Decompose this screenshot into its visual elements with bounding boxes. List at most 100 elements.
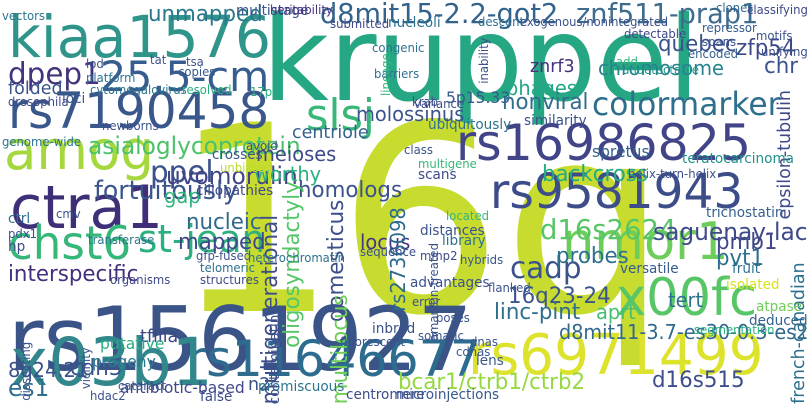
cloud-word: 8q24.21 (8, 358, 89, 382)
cloud-word: poses (436, 311, 470, 325)
cloud-word: organisms (110, 273, 171, 287)
cloud-word: hdac2 (90, 389, 126, 403)
cloud-word: congenic (372, 41, 425, 55)
cloud-word: sequence (360, 245, 417, 259)
cloud-word: clones (716, 1, 754, 15)
cloud-word: multistage (236, 3, 309, 19)
cloud-word: spans (702, 35, 737, 49)
cloud-word: cataract (118, 379, 167, 393)
cloud-word: telomeric (200, 261, 256, 275)
cloud-word: genome-wide (2, 135, 82, 149)
cloud-word: x00fc (616, 268, 757, 328)
cloud-word: kruppel (262, 0, 700, 128)
cloud-word: transferase (88, 233, 155, 247)
cloud-word: somatic (418, 329, 464, 343)
cloud-word: submitted (330, 17, 390, 31)
cloud-word: nmor1 (562, 212, 729, 272)
cloud-word: amog (4, 119, 154, 182)
cloud-word: dnas (470, 335, 498, 349)
cloud-word: asialoglycoprotein (88, 132, 301, 160)
cloud-word: n2 (248, 374, 271, 395)
cloud-word: heritability (270, 3, 333, 17)
cloud-word: repressor (702, 21, 757, 35)
cloud-word: ubiquitously (428, 117, 512, 133)
cloud-word: lens (476, 353, 504, 369)
cloud-word: dpep1 (8, 57, 101, 92)
cloud-word: barriers (374, 67, 420, 81)
cloud-word: fortuitously (94, 176, 238, 206)
cloud-word: unmapped (148, 2, 263, 27)
cloud-word: classifying (747, 3, 808, 17)
cloud-word: tat (150, 53, 167, 67)
cloud-word: copies (178, 65, 216, 79)
cloud-word: 25.5-cm (100, 52, 270, 101)
cloud-word: 5p15.33 (446, 88, 511, 107)
cloud-word: ctrl (8, 211, 31, 227)
cloud-word: d8mit15-2.2-got2 (320, 0, 559, 30)
cloud-word: mmp2 (420, 249, 458, 263)
cloud-word: uvomorulin (166, 162, 298, 190)
cloud-word: folded (8, 78, 63, 99)
cloud-word: mapped (178, 230, 266, 255)
cloud-word: fluorescent (340, 335, 406, 349)
cloud-word: d16s2624 (540, 213, 677, 246)
cloud-word: descent (478, 15, 525, 29)
cloud-word: pmb1 (716, 230, 778, 255)
cloud-word: pdx1 (8, 227, 38, 241)
cloud-word: rs9581943 (490, 164, 744, 220)
cloud-word: error (412, 295, 441, 309)
cloud-word: backcross (542, 162, 649, 187)
cloud-word: interspecific (8, 262, 139, 287)
cloud-word: krab (412, 95, 439, 109)
cloud-word: scans (418, 167, 457, 183)
cloud-word: ctra1 (10, 173, 164, 243)
cloud-word: probes (556, 244, 629, 269)
cloud-word: atpase (756, 299, 803, 315)
cloud-word: d8mit11-3.7-es30-0.3-es2 (558, 320, 808, 344)
cloud-word: vicinity (79, 347, 93, 390)
cloud-word: centriole (292, 122, 369, 143)
cloud-word: cmv (56, 207, 81, 221)
cloud-word: pvt1 (716, 246, 765, 271)
cloud-word: helix-turn-helix (628, 167, 717, 181)
cloud-word: rs2736098 (386, 207, 410, 312)
cloud-word: motifs (756, 29, 793, 43)
cloud-word: gfp-fused (196, 249, 252, 263)
cloud-word: structures (200, 273, 259, 287)
cloud-word: unbiased (220, 161, 274, 175)
cloud-word: teratocarcinoma (682, 151, 795, 167)
cloud-word: located (446, 209, 490, 223)
cloud-word: ciliopathies (196, 183, 274, 199)
cloud-word: unifying (761, 45, 808, 59)
cloud-word: hp (8, 239, 26, 255)
cloud-word: trichostatin (706, 205, 784, 221)
cloud-word: centromere (346, 387, 425, 403)
cloud-word: cdnas (456, 345, 491, 359)
cloud-word: hybrids (460, 253, 504, 267)
cloud-word: rs7190458 (8, 82, 270, 140)
cloud-word: tert (668, 288, 704, 312)
cloud-word: 16q (172, 71, 668, 373)
cloud-word: tsa (186, 55, 204, 69)
cloud-word: advantages (410, 275, 490, 291)
cloud-word: library (442, 233, 486, 249)
cloud-word: inability (477, 37, 491, 84)
cloud-word: rs16986825 (456, 114, 752, 172)
cloud-word: rs11646677 (186, 330, 482, 388)
cloud-word: nucleoli (388, 15, 441, 31)
cloud-word: class (404, 143, 433, 157)
cloud-word: newborns (102, 119, 159, 133)
cloud-word: nonviral (502, 90, 589, 115)
cloud-word: vectors (2, 9, 45, 23)
cloud-word: crosses (212, 147, 263, 163)
cloud-word: znf511-prap1 (576, 0, 759, 30)
cloud-word: znrf3 (530, 56, 575, 77)
cloud-word: 17p (250, 85, 273, 99)
cloud-word: flanked (488, 281, 531, 295)
cloud-word: x03b1 (10, 324, 213, 401)
cloud-word: kiaa1576 (8, 3, 272, 71)
cloud-word: chst6 (8, 216, 132, 270)
cloud-word: bcar1/ctrb1/ctrb2 (398, 370, 586, 395)
cloud-word: rs1561927 (8, 288, 473, 391)
cloud-word: add (616, 55, 638, 69)
